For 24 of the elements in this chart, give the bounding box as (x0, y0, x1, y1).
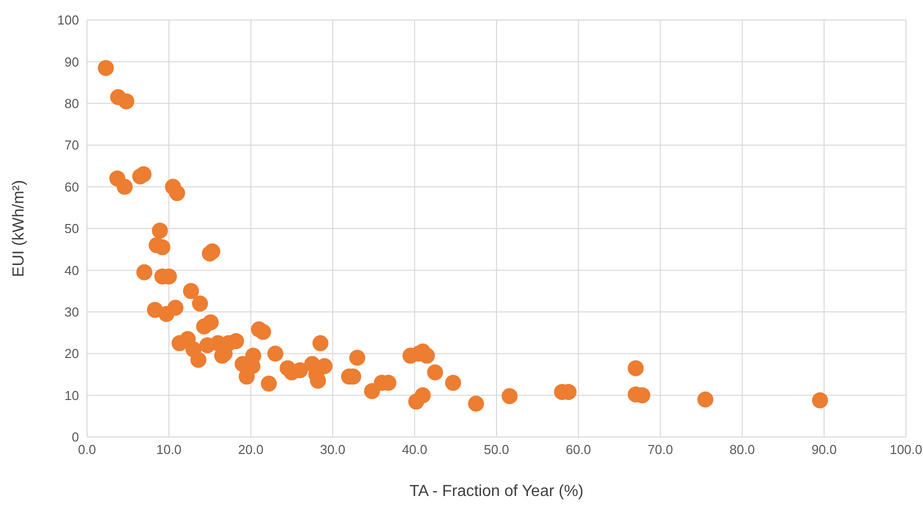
x-axis-title: TA - Fraction of Year (%) (410, 483, 584, 500)
x-tick-label: 30.0 (320, 442, 346, 458)
x-tick-label: 40.0 (402, 442, 428, 458)
x-tick-label: 10.0 (156, 442, 182, 458)
x-tick-label: 70.0 (648, 442, 673, 458)
y-tick-label: 30 (64, 304, 79, 320)
y-tick-label: 10 (64, 388, 79, 403)
y-tick-label: 100 (57, 12, 79, 28)
x-tick-label: 60.0 (566, 442, 592, 458)
y-tick-label: 40 (64, 262, 79, 278)
y-tick-label: 90 (64, 54, 79, 70)
y-tick-label: 0 (72, 430, 79, 445)
x-tick-label: 20.0 (238, 442, 264, 458)
y-tick-label: 20 (64, 346, 79, 362)
x-tick-label: 100.0 (890, 442, 922, 458)
x-tick-label: 80.0 (730, 442, 755, 458)
y-tick-label: 80 (64, 96, 79, 112)
y-tick-label: 70 (64, 138, 79, 153)
x-tick-label: 50.0 (484, 442, 510, 458)
x-tick-label: 90.0 (811, 442, 837, 458)
y-axis-title: EUI (kWh/m²) (10, 180, 28, 277)
y-tick-label: 50 (64, 221, 79, 236)
y-tick-label: 60 (64, 179, 79, 194)
x-tick-label: 0.0 (78, 442, 96, 458)
